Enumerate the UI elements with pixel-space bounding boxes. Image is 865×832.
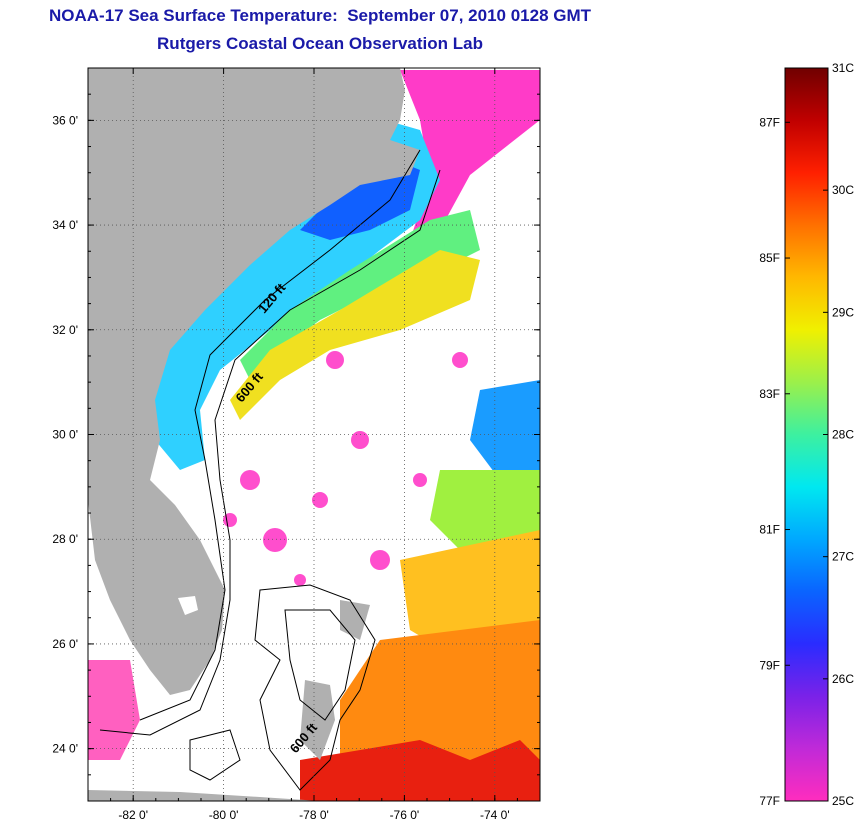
colorbar-label-c: 31C bbox=[832, 61, 854, 75]
land-us-southeast bbox=[88, 68, 420, 695]
tick-label-lat: 26 0' bbox=[52, 637, 78, 651]
colorbar-label-f: 83F bbox=[759, 387, 780, 401]
tick-label-lat: 30 0' bbox=[52, 428, 78, 442]
map-title: NOAA-17 Sea Surface Temperature: Septemb… bbox=[48, 6, 592, 25]
tick-label-lat: 24 0' bbox=[52, 742, 78, 756]
land-layer bbox=[88, 68, 420, 801]
tick-label-lon: -78 0' bbox=[299, 808, 329, 822]
colorbar-label-c: 26C bbox=[832, 672, 854, 686]
sst-warm-yellow bbox=[230, 250, 480, 420]
colorbar-label-f: 77F bbox=[759, 794, 780, 808]
colorbar-label-c: 27C bbox=[832, 550, 854, 564]
map-ticks: -82 0' -80 0' -78 0' -76 0' -74 0' 24 0' 26 0'… bbox=[52, 67, 541, 822]
colorbar-label-c: 28C bbox=[832, 428, 854, 442]
sst-south-red bbox=[300, 740, 540, 801]
land-cuba bbox=[88, 790, 320, 801]
lake-okeechobee bbox=[178, 596, 198, 615]
tick-label-lon: -76 0' bbox=[390, 808, 420, 822]
tick-label-lat: 34 0' bbox=[52, 218, 78, 232]
tick-label-lat: 28 0' bbox=[52, 532, 78, 546]
land-andros bbox=[300, 680, 335, 760]
map-subtitle: Rutgers Coastal Ocean Observation Lab bbox=[157, 34, 483, 53]
sst-gulfstream-north bbox=[400, 70, 540, 240]
tick-label-lon: -74 0' bbox=[480, 808, 510, 822]
tick-label-lon: -82 0' bbox=[118, 808, 148, 822]
colorbar-label-c: 29C bbox=[832, 305, 854, 319]
contour-600ft bbox=[99, 169, 441, 736]
tick-label-lon: -80 0' bbox=[209, 808, 239, 822]
colorbar-label-c: 25C bbox=[832, 794, 854, 808]
graticule-grid bbox=[88, 68, 540, 801]
tick-label-lat: 36 0' bbox=[52, 113, 78, 127]
sst-midshelf-green bbox=[240, 210, 480, 380]
contour-120ft bbox=[139, 149, 421, 721]
colorbar-ticks: 31C 30C 29C 28C 27C 26C 25C 87F 85F 83F 81F 79F 77F bbox=[759, 61, 854, 808]
colorbar-label-f: 87F bbox=[759, 115, 780, 129]
contour-cuba bbox=[189, 729, 241, 781]
colorbar-label-c: 30C bbox=[832, 183, 854, 197]
colorbar bbox=[784, 67, 829, 802]
land-bahamas-north bbox=[340, 600, 370, 640]
sst-scattered-patches bbox=[223, 351, 468, 586]
bathymetry-contours bbox=[99, 149, 441, 791]
contour-bahamas-inner bbox=[284, 609, 356, 721]
contour-bahamas bbox=[254, 584, 376, 791]
tick-label-lat: 32 0' bbox=[52, 323, 78, 337]
colorbar-label-f: 85F bbox=[759, 251, 780, 265]
sst-offshore-blue bbox=[470, 380, 540, 480]
colorbar-label-f: 81F bbox=[759, 523, 780, 537]
sst-gulf-patch bbox=[88, 660, 140, 760]
map-area[interactable] bbox=[88, 68, 540, 801]
colorbar-label-f: 79F bbox=[759, 658, 780, 672]
